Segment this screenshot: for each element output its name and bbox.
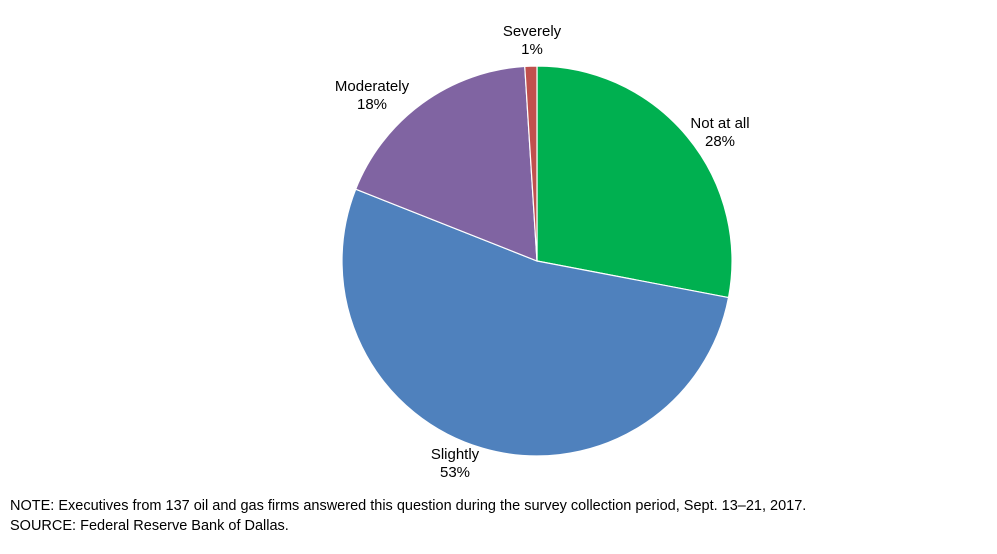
chart-notes: NOTE: Executives from 137 oil and gas fi…	[10, 496, 806, 536]
slice-value-not-at-all: 28%	[705, 133, 735, 150]
pie-slice-moderately	[354, 65, 538, 262]
slice-label-severely: Severely	[503, 23, 562, 40]
pie-slice-slightly	[341, 188, 730, 457]
pie-slice-not-at-all	[536, 65, 733, 299]
slice-label-not-at-all: Not at all	[690, 115, 749, 132]
pie-slices	[341, 65, 733, 457]
pie-slice-severely	[524, 65, 538, 262]
slice-label-moderately: Moderately	[335, 78, 410, 95]
slice-value-slightly: 53%	[440, 464, 470, 481]
note-text: NOTE: Executives from 137 oil and gas fi…	[10, 498, 807, 514]
slice-label-slightly: Slightly	[431, 446, 480, 463]
slice-value-severely: 1%	[521, 41, 543, 58]
source-text: SOURCE: Federal Reserve Bank of Dallas.	[10, 518, 289, 534]
slice-value-moderately: 18%	[357, 96, 387, 113]
